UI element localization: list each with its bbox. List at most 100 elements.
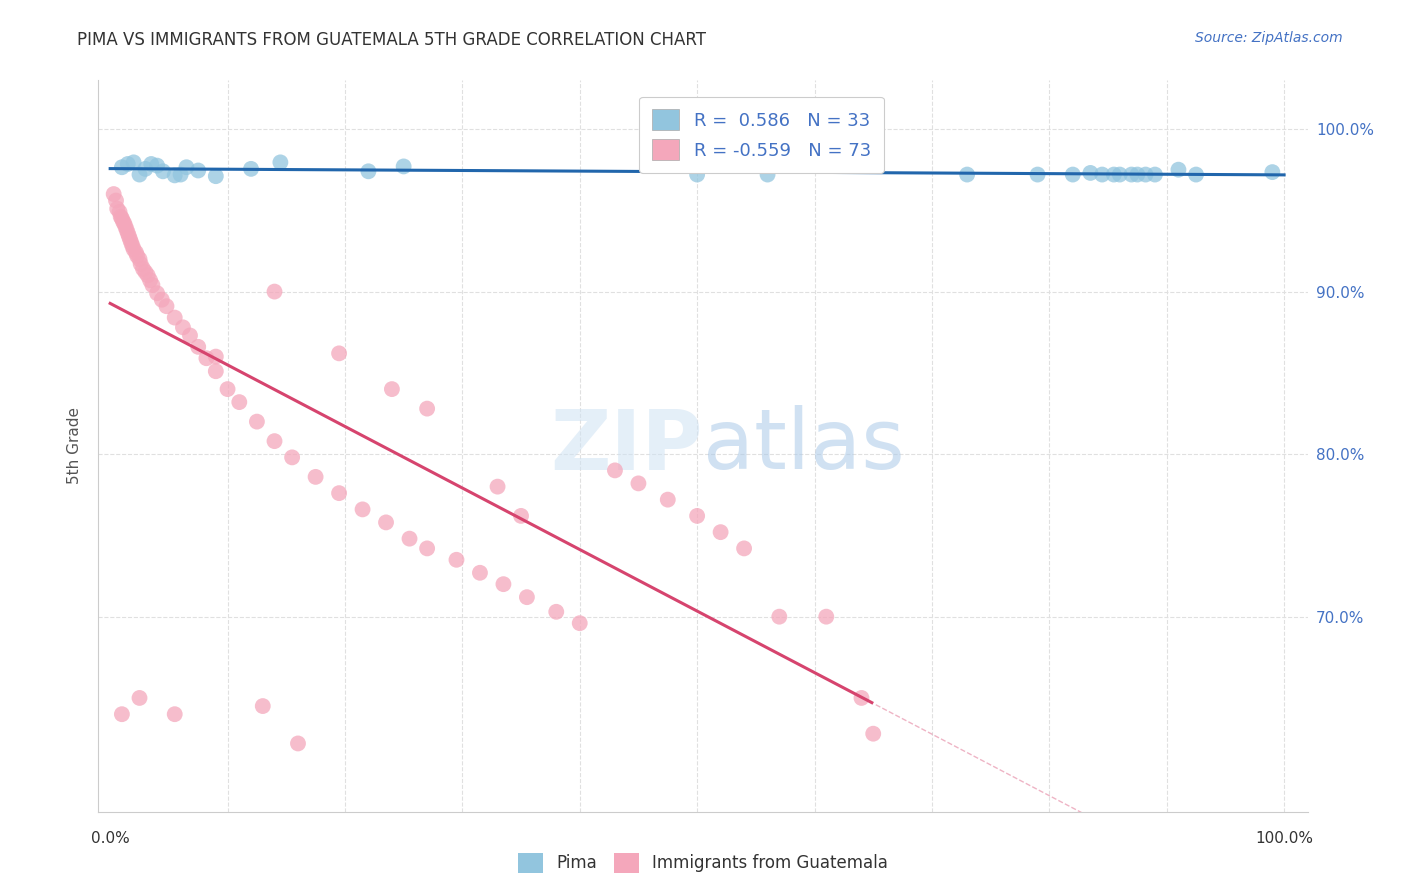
Point [146,286,169,301]
Point [128,690,150,705]
Point [146,159,169,173]
Point [375,516,398,530]
Point [1167,162,1189,177]
Point [134,265,156,279]
Point [1062,168,1084,182]
Point [141,157,163,171]
Text: PIMA VS IMMIGRANTS FROM GUATEMALA 5TH GRADE CORRELATION CHART: PIMA VS IMMIGRANTS FROM GUATEMALA 5TH GR… [77,31,706,49]
Point [105,194,128,208]
Point [117,226,139,240]
Point [172,320,194,334]
Point [252,699,274,714]
Point [956,168,979,182]
Point [352,502,374,516]
Point [150,293,173,307]
Point [392,160,415,174]
Point [492,577,515,591]
Point [486,480,509,494]
Point [862,727,884,741]
Point [122,243,145,257]
Point [132,261,155,276]
Point [281,450,304,465]
Point [134,161,156,176]
Point [187,340,209,354]
Point [136,268,159,283]
Point [163,310,186,325]
Point [111,160,134,174]
Point [105,202,128,216]
Point [1126,168,1149,182]
Point [128,252,150,266]
Point [125,245,148,260]
Point [657,492,679,507]
Point [627,476,650,491]
Text: Source: ZipAtlas.com: Source: ZipAtlas.com [1195,31,1343,45]
Point [603,463,626,477]
Point [129,257,152,271]
Point [228,395,250,409]
Point [1121,168,1143,182]
Point [510,508,533,523]
Point [127,249,149,263]
Y-axis label: 5th Grade: 5th Grade [67,408,83,484]
Point [141,278,163,293]
Point [733,541,755,556]
Point [217,382,239,396]
Point [1261,165,1284,179]
Point [686,508,709,523]
Point [122,155,145,169]
Point [1091,168,1114,182]
Point [1185,168,1208,182]
Point [118,229,141,244]
Point [263,434,285,449]
Point [468,566,491,580]
Point [756,168,779,182]
Point [516,590,538,604]
Point [204,364,226,378]
Point [263,285,285,299]
Point [381,382,404,396]
Point [152,164,174,178]
Point [121,239,143,253]
Point [546,605,568,619]
Point [851,690,873,705]
Point [112,216,135,230]
Point [1143,168,1166,182]
Point [111,211,134,226]
Point [120,235,142,250]
Point [398,532,420,546]
Point [110,210,132,224]
Point [108,205,131,219]
Point [120,233,142,247]
Point [1102,168,1125,182]
Text: atlas: atlas [703,406,904,486]
Point [815,609,838,624]
Point [128,168,150,182]
Point [139,273,162,287]
Point [1026,168,1049,182]
Point [163,169,186,183]
Point [328,486,350,500]
Point [304,470,326,484]
Point [103,187,125,202]
Legend: Pima, Immigrants from Guatemala: Pima, Immigrants from Guatemala [512,847,894,880]
Point [163,707,186,722]
Point [416,401,439,416]
Point [240,161,263,176]
Point [269,155,291,169]
Point [117,157,139,171]
Point [446,553,468,567]
Text: 100.0%: 100.0% [1256,831,1313,847]
Text: ZIP: ZIP [551,406,703,486]
Point [112,215,135,229]
Point [686,168,709,182]
Point [114,219,136,234]
Point [710,525,733,540]
Point [357,164,380,178]
Point [195,351,218,366]
Point [176,160,198,174]
Point [155,299,177,313]
Point [204,169,226,184]
Point [1135,168,1157,182]
Point [169,168,191,182]
